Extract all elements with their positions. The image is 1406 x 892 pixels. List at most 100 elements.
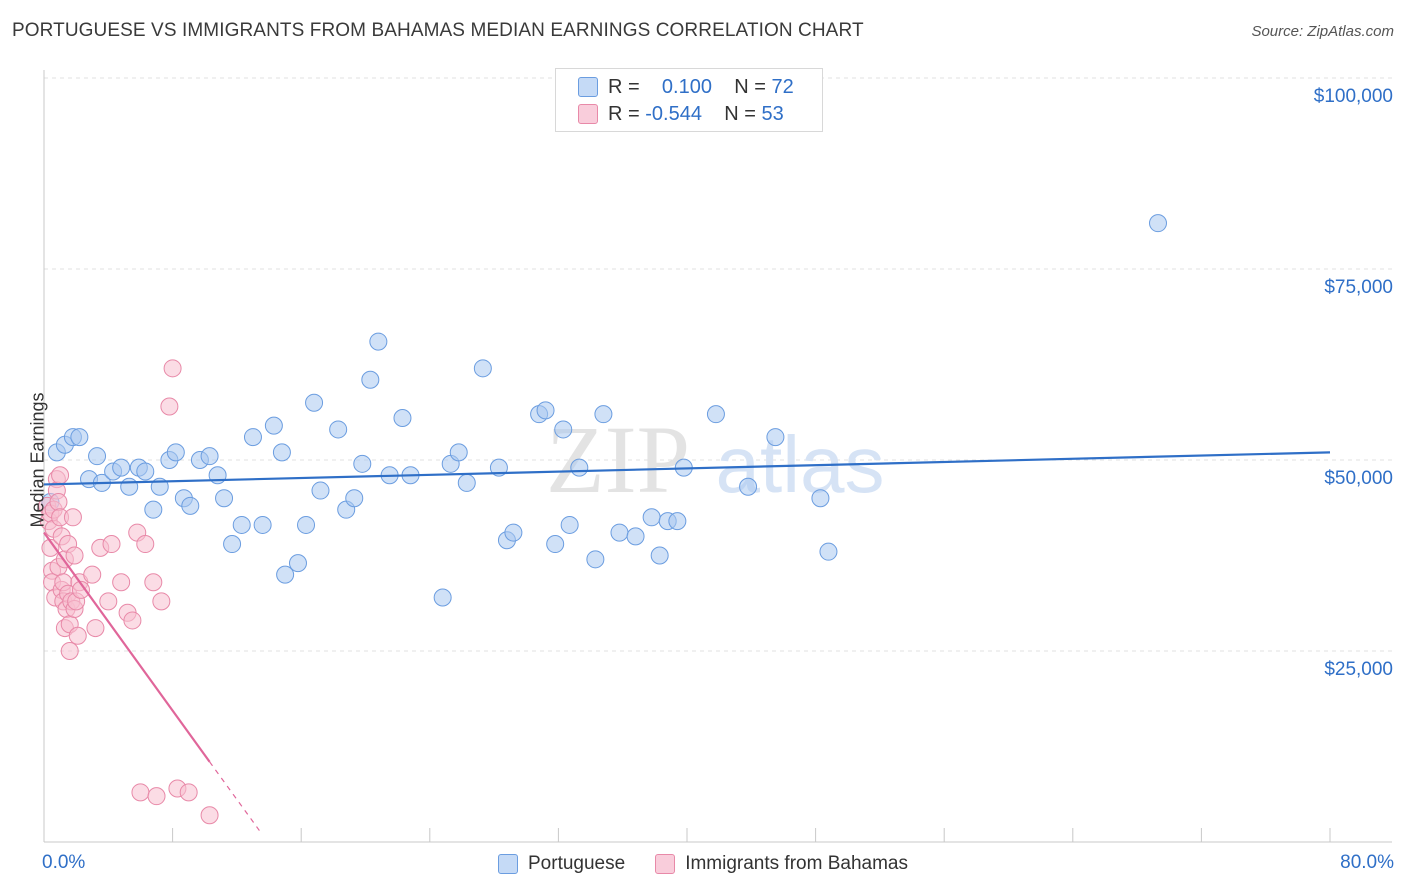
portuguese-point-23 [223,535,242,554]
legend-r-value: 0.100 [661,75,712,98]
y-tick-label-1: $50,000 [1324,468,1393,489]
portuguese-point-45 [449,443,468,462]
portuguese-point-43 [433,588,452,607]
portuguese-point-57 [586,550,605,569]
portuguese-point-34 [329,420,348,439]
x-min-label: 0.0% [42,852,86,873]
legend-label-bahamas: Immigrants from Bahamas [685,853,908,874]
bahamas-point-46 [147,787,166,806]
portuguese-point-58 [594,405,613,424]
portuguese-point-30 [288,554,307,573]
portuguese-point-4 [70,428,89,447]
legend-swatch-pink [578,104,598,124]
bahamas-point-43 [131,783,150,802]
bahamas-point-48 [160,397,179,416]
portuguese-point-27 [264,416,283,435]
legend-r-label: R = [608,102,640,125]
bahamas-point-33 [71,580,90,599]
portuguese-point-52 [536,401,555,420]
portuguese-point-66 [706,405,725,424]
trend-lines [43,451,1331,831]
portuguese-point-64 [668,512,687,531]
legend-n-value: 53 [761,102,784,125]
bahamas-point-49 [163,359,182,378]
portuguese-point-39 [369,332,388,351]
portuguese-point-53 [546,535,565,554]
legend-swatch-pink [655,854,676,874]
portuguese-point-38 [361,370,380,389]
portuguese-point-46 [457,473,476,492]
portuguese-point-71 [1148,214,1167,233]
stats-legend: R = 0.100 N = 72 R = -0.544 N = 53 [555,68,823,132]
y-tick-label-3: $100,000 [1314,86,1393,107]
bahamas-point-3 [41,538,60,557]
portuguese-point-28 [272,443,291,462]
legend-n-value: 72 [771,75,794,98]
chart-source: Source: ZipAtlas.com [1251,23,1394,40]
bahamas-point-13 [51,466,70,485]
portuguese-point-29 [276,565,295,584]
portuguese-point-62 [650,546,669,565]
legend-row-portuguese: R = 0.100 N = 72 [578,74,794,100]
portuguese-point-68 [766,428,785,447]
portuguese-point-13 [144,500,163,519]
bahamas-point-41 [123,611,142,630]
legend-n-label: N = [734,75,766,98]
gridlines [44,77,1392,652]
portuguese-point-47 [473,359,492,378]
portuguese-point-59 [610,523,629,542]
portuguese-point-20 [200,447,219,466]
bahamas-point-28 [65,546,84,565]
bahamas-point-44 [136,535,155,554]
portuguese-point-31 [297,515,316,534]
bahamas-point-45 [144,573,163,592]
bahamas-trend-extension [209,761,260,831]
portuguese-point-60 [626,527,645,546]
portuguese-point-37 [353,454,372,473]
portuguese-point-10 [120,477,139,496]
bahamas-point-27 [63,508,82,527]
portuguese-point-55 [560,515,579,534]
bahamas-trend-line [43,531,211,763]
x-max-label: 80.0% [1340,852,1394,873]
portuguese-point-22 [215,489,234,508]
portuguese-point-48 [489,458,508,477]
portuguese-point-54 [554,420,573,439]
portuguese-point-67 [739,477,758,496]
y-tick-labels: $25,000 $50,000 $75,000 $100,000 [1314,86,1393,680]
portuguese-point-9 [112,458,131,477]
portuguese-point-6 [88,447,107,466]
portuguese-point-16 [166,443,185,462]
portuguese-point-56 [570,458,589,477]
legend-item-bahamas: Immigrants from Bahamas [655,853,908,875]
series-legend: Portuguese Immigrants from Bahamas [0,851,1406,877]
portuguese-point-69 [811,489,830,508]
legend-r-label: R = [608,75,640,98]
y-tick-label-0: $25,000 [1324,659,1393,680]
portuguese-point-26 [253,515,272,534]
bahamas-point-34 [83,565,102,584]
portuguese-point-36 [345,489,364,508]
bahamas-point-52 [200,806,219,825]
legend-row-bahamas: R = -0.544 N = 53 [578,101,784,127]
portuguese-point-33 [311,481,330,500]
legend-n-label: N = [724,102,756,125]
bahamas-point-47 [152,592,171,611]
portuguese-point-61 [642,508,661,527]
portuguese-trend-line [43,451,1331,486]
legend-r-value: -0.544 [645,102,702,125]
bahamas-point-35 [86,619,105,638]
portuguese-point-18 [181,496,200,515]
axes [43,70,1392,843]
y-axis-label: Median Earnings [27,392,48,528]
portuguese-point-41 [393,408,412,427]
bahamas-point-38 [102,535,121,554]
bahamas-point-12 [49,493,68,512]
bahamas-point-31 [68,626,87,645]
portuguese-point-32 [305,393,324,412]
legend-item-portuguese: Portuguese [498,853,625,875]
chart-title: PORTUGUESE VS IMMIGRANTS FROM BAHAMAS ME… [12,20,864,41]
legend-label-portuguese: Portuguese [528,853,626,874]
bahamas-point-37 [99,592,118,611]
bahamas-point-25 [60,642,79,660]
